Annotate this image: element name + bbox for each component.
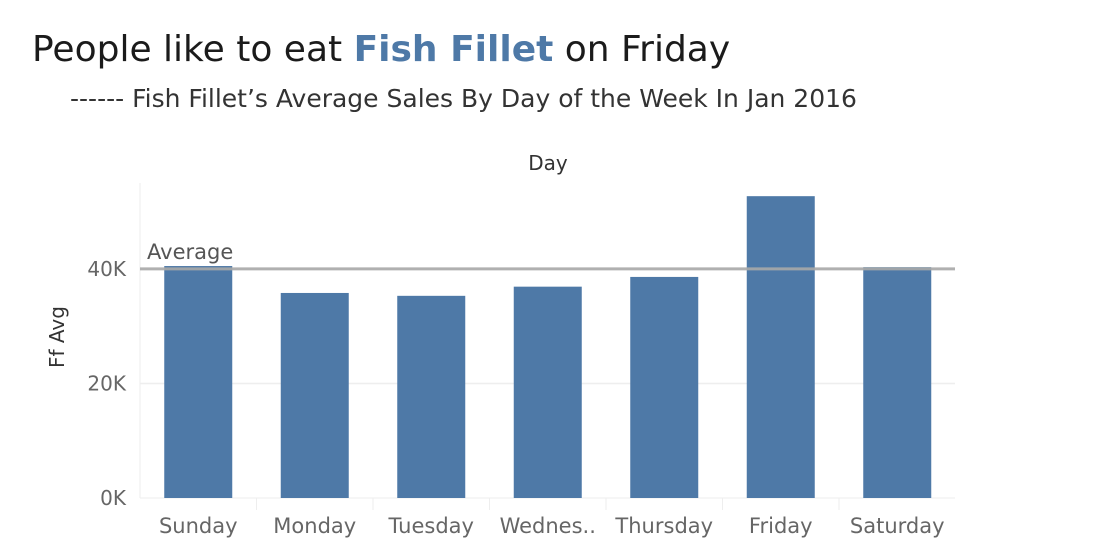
y-axis-title: Ff Avg (45, 306, 69, 368)
title-highlight: Fish Fillet (353, 29, 554, 70)
title-prefix: People like to eat (32, 29, 354, 70)
x-tick-label: Tuesday (388, 514, 474, 538)
x-tick-label: Thursday (614, 514, 713, 538)
bar (863, 267, 932, 498)
x-tick-label: Monday (273, 514, 356, 538)
average-label: Average (147, 240, 233, 264)
bar (630, 276, 699, 498)
bar (280, 292, 349, 498)
bar (746, 196, 815, 498)
chart-subtitle: ------ Fish Fillet’s Average Sales By Da… (70, 84, 857, 113)
x-tick-label: Wednes.. (500, 514, 596, 538)
chart-title: People like to eat Fish Fillet on Friday (32, 28, 730, 71)
x-tick-label: Friday (749, 514, 813, 538)
label-layer: 0K 20K 40K Sunday Monday Tuesday Wednes.. Thurs… (45, 151, 945, 538)
y-tick-label: 40K (87, 257, 126, 281)
bar (164, 266, 233, 498)
x-tick-label: Saturday (850, 514, 945, 538)
y-tick-label: 0K (100, 486, 127, 510)
x-tick-label: Sunday (159, 514, 238, 538)
bar-layer (164, 196, 932, 498)
y-tick-label: 20K (87, 371, 126, 395)
x-axis-title: Day (528, 151, 568, 175)
title-suffix: on Friday (553, 29, 731, 70)
bar (513, 286, 582, 498)
bar (397, 295, 466, 498)
